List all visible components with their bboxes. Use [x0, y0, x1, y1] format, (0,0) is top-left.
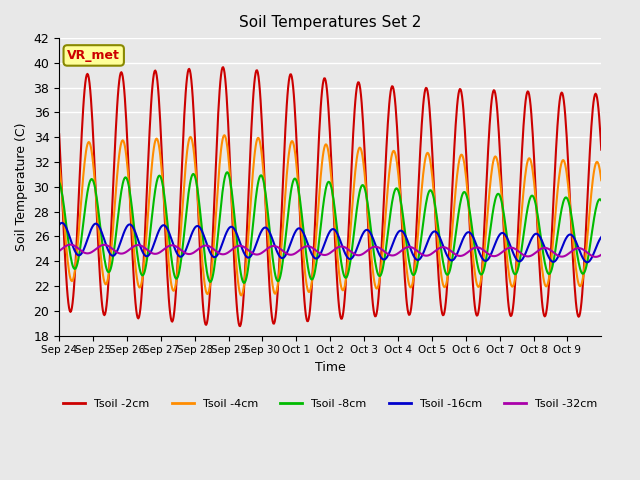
Tsoil -4cm	[387, 155, 395, 160]
Tsoil -32cm	[417, 251, 425, 257]
Tsoil -4cm	[219, 137, 227, 143]
Tsoil -4cm	[55, 161, 63, 167]
Tsoil -16cm	[417, 254, 425, 260]
Tsoil -32cm	[387, 252, 394, 258]
Tsoil -4cm	[597, 177, 605, 183]
Line: Tsoil -4cm: Tsoil -4cm	[59, 135, 601, 295]
Tsoil -4cm	[268, 271, 275, 277]
Tsoil -2cm	[220, 64, 227, 70]
Tsoil -2cm	[597, 147, 605, 153]
Tsoil -4cm	[221, 132, 228, 138]
X-axis label: Time: Time	[315, 361, 346, 374]
Tsoil -8cm	[597, 198, 605, 204]
Tsoil -16cm	[246, 254, 254, 260]
Tsoil -32cm	[55, 248, 63, 254]
Tsoil -8cm	[387, 204, 395, 210]
Tsoil -32cm	[246, 249, 254, 254]
Tsoil -32cm	[592, 254, 600, 260]
Tsoil -4cm	[418, 186, 426, 192]
Y-axis label: Soil Temperature (C): Soil Temperature (C)	[15, 122, 28, 251]
Tsoil -32cm	[597, 252, 605, 258]
Tsoil -4cm	[237, 292, 245, 298]
Tsoil -8cm	[223, 169, 231, 175]
Tsoil -8cm	[119, 180, 127, 186]
Line: Tsoil -16cm: Tsoil -16cm	[59, 223, 601, 262]
Tsoil -8cm	[219, 190, 227, 195]
Text: VR_met: VR_met	[67, 49, 120, 62]
Tsoil -2cm	[236, 323, 244, 329]
Tsoil -2cm	[268, 307, 275, 313]
Tsoil -32cm	[67, 242, 74, 248]
Tsoil -16cm	[583, 259, 591, 265]
Tsoil -4cm	[247, 199, 255, 205]
Tsoil -2cm	[247, 140, 255, 146]
Tsoil -16cm	[267, 231, 275, 237]
Tsoil -16cm	[120, 231, 127, 237]
Tsoil -16cm	[387, 247, 394, 252]
Tsoil -2cm	[418, 121, 426, 127]
Tsoil -32cm	[267, 244, 275, 250]
Tsoil -16cm	[597, 234, 605, 240]
Tsoil -2cm	[55, 132, 63, 137]
Tsoil -8cm	[55, 179, 63, 185]
Tsoil -8cm	[241, 280, 248, 286]
Tsoil -4cm	[119, 137, 127, 143]
Tsoil -16cm	[220, 239, 227, 244]
Tsoil -16cm	[55, 222, 63, 228]
Tsoil -32cm	[120, 251, 127, 256]
Tsoil -16cm	[58, 220, 66, 226]
Tsoil -2cm	[219, 65, 227, 71]
Tsoil -32cm	[220, 252, 227, 257]
Line: Tsoil -2cm: Tsoil -2cm	[59, 67, 601, 326]
Tsoil -8cm	[418, 231, 426, 237]
Tsoil -2cm	[119, 74, 127, 80]
Title: Soil Temperatures Set 2: Soil Temperatures Set 2	[239, 15, 421, 30]
Tsoil -2cm	[387, 85, 395, 91]
Legend: Tsoil -2cm, Tsoil -4cm, Tsoil -8cm, Tsoil -16cm, Tsoil -32cm: Tsoil -2cm, Tsoil -4cm, Tsoil -8cm, Tsoi…	[58, 395, 602, 414]
Tsoil -8cm	[268, 242, 275, 248]
Tsoil -8cm	[247, 244, 255, 250]
Line: Tsoil -8cm: Tsoil -8cm	[59, 172, 601, 283]
Line: Tsoil -32cm: Tsoil -32cm	[59, 245, 601, 257]
